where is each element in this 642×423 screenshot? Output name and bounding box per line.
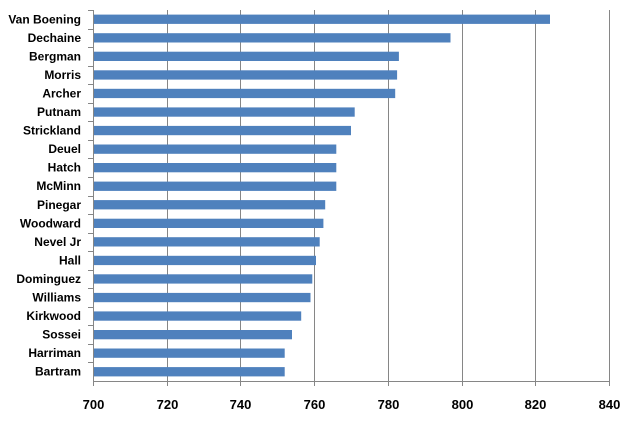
category-label: Bergman: [29, 49, 81, 63]
bar: [93, 125, 351, 136]
category-label: Nevel Jr: [34, 235, 81, 249]
x-tick-label: 820: [525, 397, 547, 412]
category-label: Sossei: [42, 328, 81, 342]
category-label: Dechaine: [28, 31, 82, 45]
bar: [93, 367, 285, 377]
category-label: Kirkwood: [26, 309, 81, 323]
bar: [93, 255, 316, 266]
bar: [93, 237, 320, 247]
bar: [93, 33, 451, 43]
x-tick-label: 800: [452, 397, 474, 412]
category-label: Morris: [44, 68, 81, 82]
category-label: Dominguez: [16, 272, 81, 286]
category-label: Putnam: [37, 105, 81, 119]
x-tick-label: 700: [83, 397, 105, 412]
category-label: Hatch: [48, 161, 81, 175]
x-tick-labels: 700 720 740 760 780 800 820 840: [83, 397, 621, 412]
category-label: McMinn: [36, 179, 81, 193]
bar: [93, 311, 302, 321]
bar: [93, 14, 550, 24]
x-tick-label: 740: [230, 397, 252, 412]
x-tick-label: 760: [304, 397, 326, 412]
x-tick-label: 840: [599, 397, 621, 412]
category-label: Deuel: [48, 142, 81, 156]
bar: [93, 107, 355, 117]
bar: [93, 144, 337, 154]
bar: [93, 163, 337, 173]
x-tick-label: 780: [378, 397, 400, 412]
category-label: Archer: [42, 86, 81, 100]
bar: [93, 330, 292, 340]
category-label: Williams: [32, 291, 81, 305]
bar: [93, 88, 396, 99]
category-label: Harriman: [28, 346, 81, 360]
grid-lines: [167, 10, 610, 381]
category-label: Van Boening: [8, 12, 81, 26]
bar: [93, 70, 398, 80]
bar: [93, 181, 337, 191]
x-tick-label: 720: [157, 397, 179, 412]
category-label: Strickland: [23, 124, 81, 138]
category-label: Hall: [59, 253, 81, 267]
bar: [93, 218, 324, 228]
bar: [93, 274, 313, 284]
category-label: Woodward: [20, 216, 81, 230]
bar: [93, 200, 326, 210]
category-labels: Van Boening Dechaine Bergman Morris Archer Pu…: [8, 12, 81, 378]
bar: [93, 51, 399, 61]
bar: [93, 292, 311, 303]
bar: [93, 348, 285, 358]
category-label: Pinegar: [37, 198, 81, 212]
category-label: Bartram: [35, 365, 81, 379]
axes: [88, 10, 610, 386]
bars: [93, 14, 550, 377]
